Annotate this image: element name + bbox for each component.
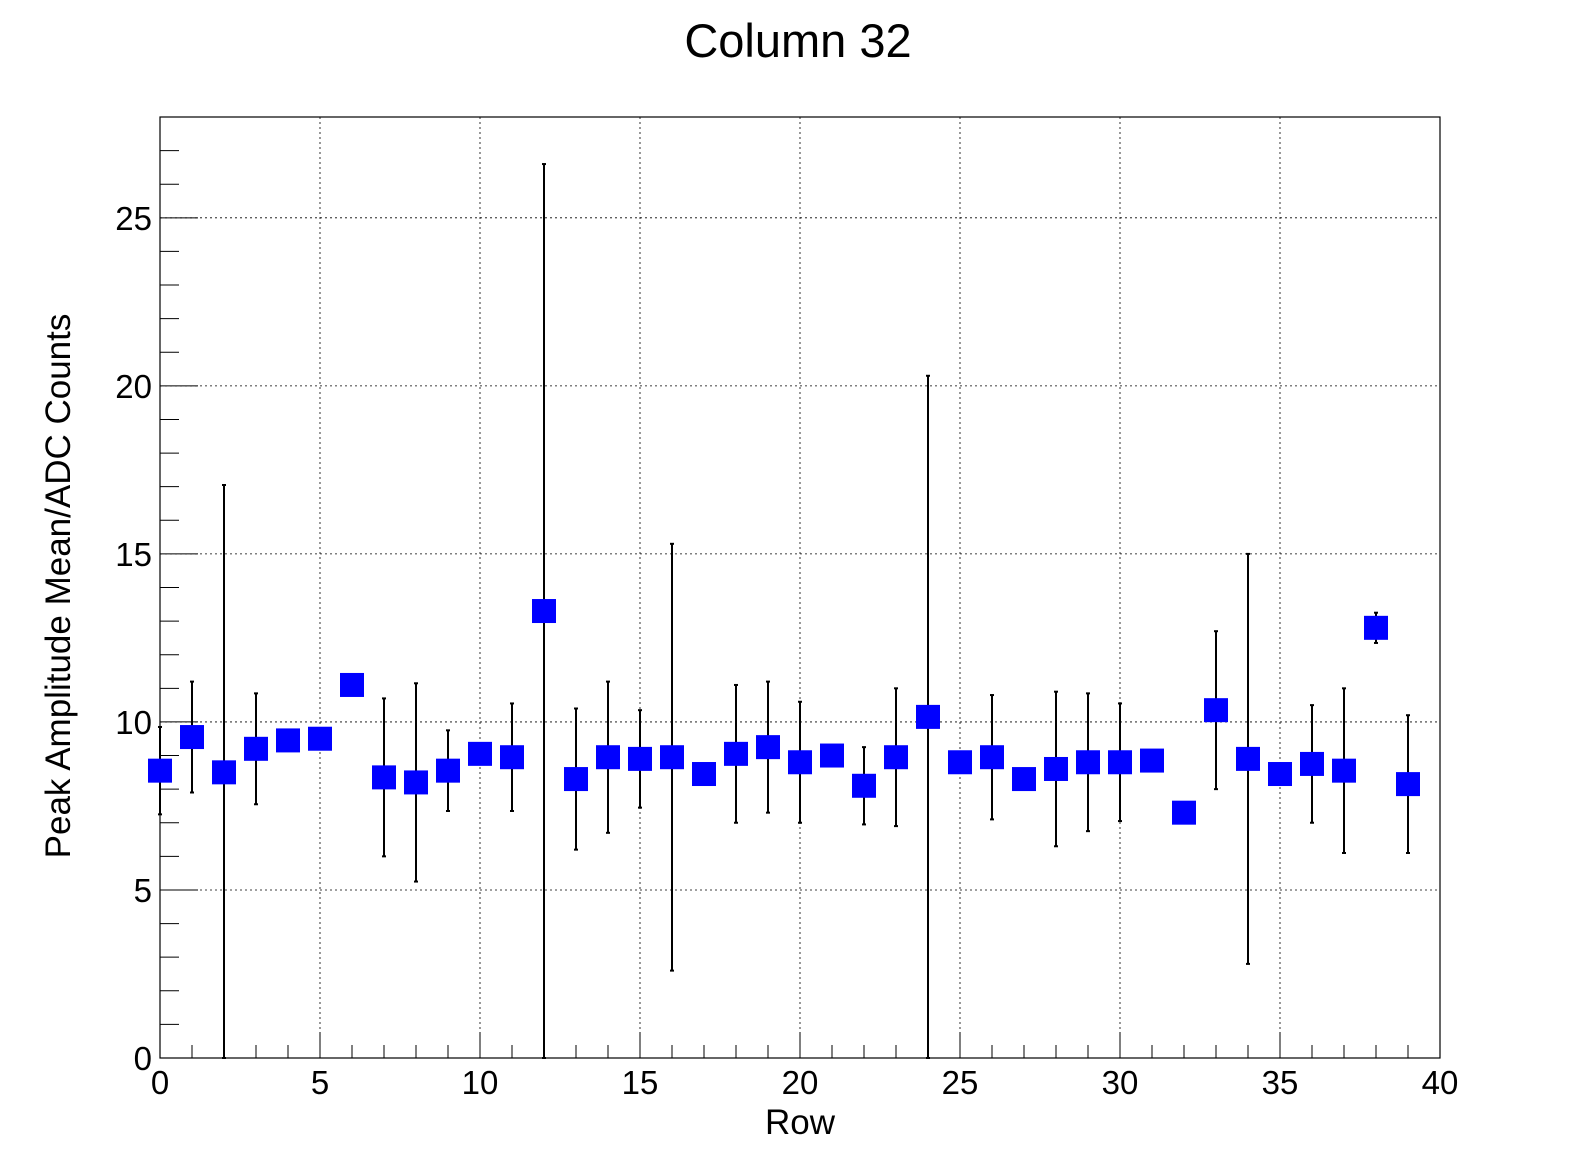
data-point: [724, 741, 748, 766]
y-tick-label: 0: [134, 1040, 152, 1077]
data-point: [852, 773, 876, 798]
y-axis-title: Peak Amplitude Mean/ADC Counts: [39, 314, 78, 859]
data-point: [660, 745, 684, 770]
x-tick-label: 15: [622, 1064, 659, 1101]
data-point: [1108, 750, 1132, 775]
data-point: [1364, 615, 1388, 640]
x-tick-label: 5: [311, 1064, 329, 1101]
data-point: [500, 745, 524, 770]
data-point: [1076, 750, 1100, 775]
data-point: [788, 750, 812, 775]
data-point: [436, 758, 460, 783]
data-point: [244, 736, 268, 761]
data-point: [564, 767, 588, 792]
y-tick-label: 20: [115, 368, 152, 405]
data-point: [1140, 748, 1164, 773]
y-tick-label: 15: [115, 536, 152, 573]
y-tick-label: 5: [134, 872, 152, 909]
x-tick-label: 20: [782, 1064, 819, 1101]
x-tick-labels: 0 5 10 15 20 25 30 35 40: [151, 1064, 1459, 1101]
x-axis-title: Row: [765, 1103, 836, 1142]
data-markers: [148, 599, 1420, 825]
x-tick-label: 35: [1262, 1064, 1299, 1101]
data-point: [596, 745, 620, 770]
data-point: [1044, 756, 1068, 781]
data-point: [180, 725, 204, 750]
data-point: [1300, 751, 1324, 776]
x-tick-label: 10: [462, 1064, 499, 1101]
error-bars: [158, 163, 1410, 1059]
data-point: [692, 762, 716, 787]
data-point: [276, 728, 300, 753]
data-point: [532, 599, 556, 624]
data-point: [884, 745, 908, 770]
data-point: [404, 770, 428, 795]
data-point: [948, 750, 972, 775]
data-point: [756, 735, 780, 760]
chart-title: Column 32: [684, 14, 911, 67]
data-point: [372, 765, 396, 790]
y-tick-labels: 0 5 10 15 20 25: [115, 200, 152, 1077]
x-tick-label: 30: [1102, 1064, 1139, 1101]
data-point: [308, 726, 332, 751]
data-point: [628, 746, 652, 771]
data-point: [1332, 758, 1356, 783]
data-point: [916, 704, 940, 729]
data-point: [1172, 800, 1196, 825]
data-point: [468, 741, 492, 766]
y-tick-label: 10: [115, 704, 152, 741]
data-point: [1204, 698, 1228, 723]
data-point: [820, 743, 844, 768]
data-point: [1012, 767, 1036, 792]
x-tick-label: 0: [151, 1064, 169, 1101]
data-point: [1268, 762, 1292, 787]
data-point: [1396, 772, 1420, 797]
data-point: [980, 745, 1004, 770]
data-point: [340, 672, 364, 697]
data-point: [212, 760, 236, 785]
y-tick-label: 25: [115, 200, 152, 237]
data-point: [148, 758, 172, 783]
data-point: [1236, 746, 1260, 771]
x-tick-label: 40: [1422, 1064, 1459, 1101]
x-tick-label: 25: [942, 1064, 979, 1101]
